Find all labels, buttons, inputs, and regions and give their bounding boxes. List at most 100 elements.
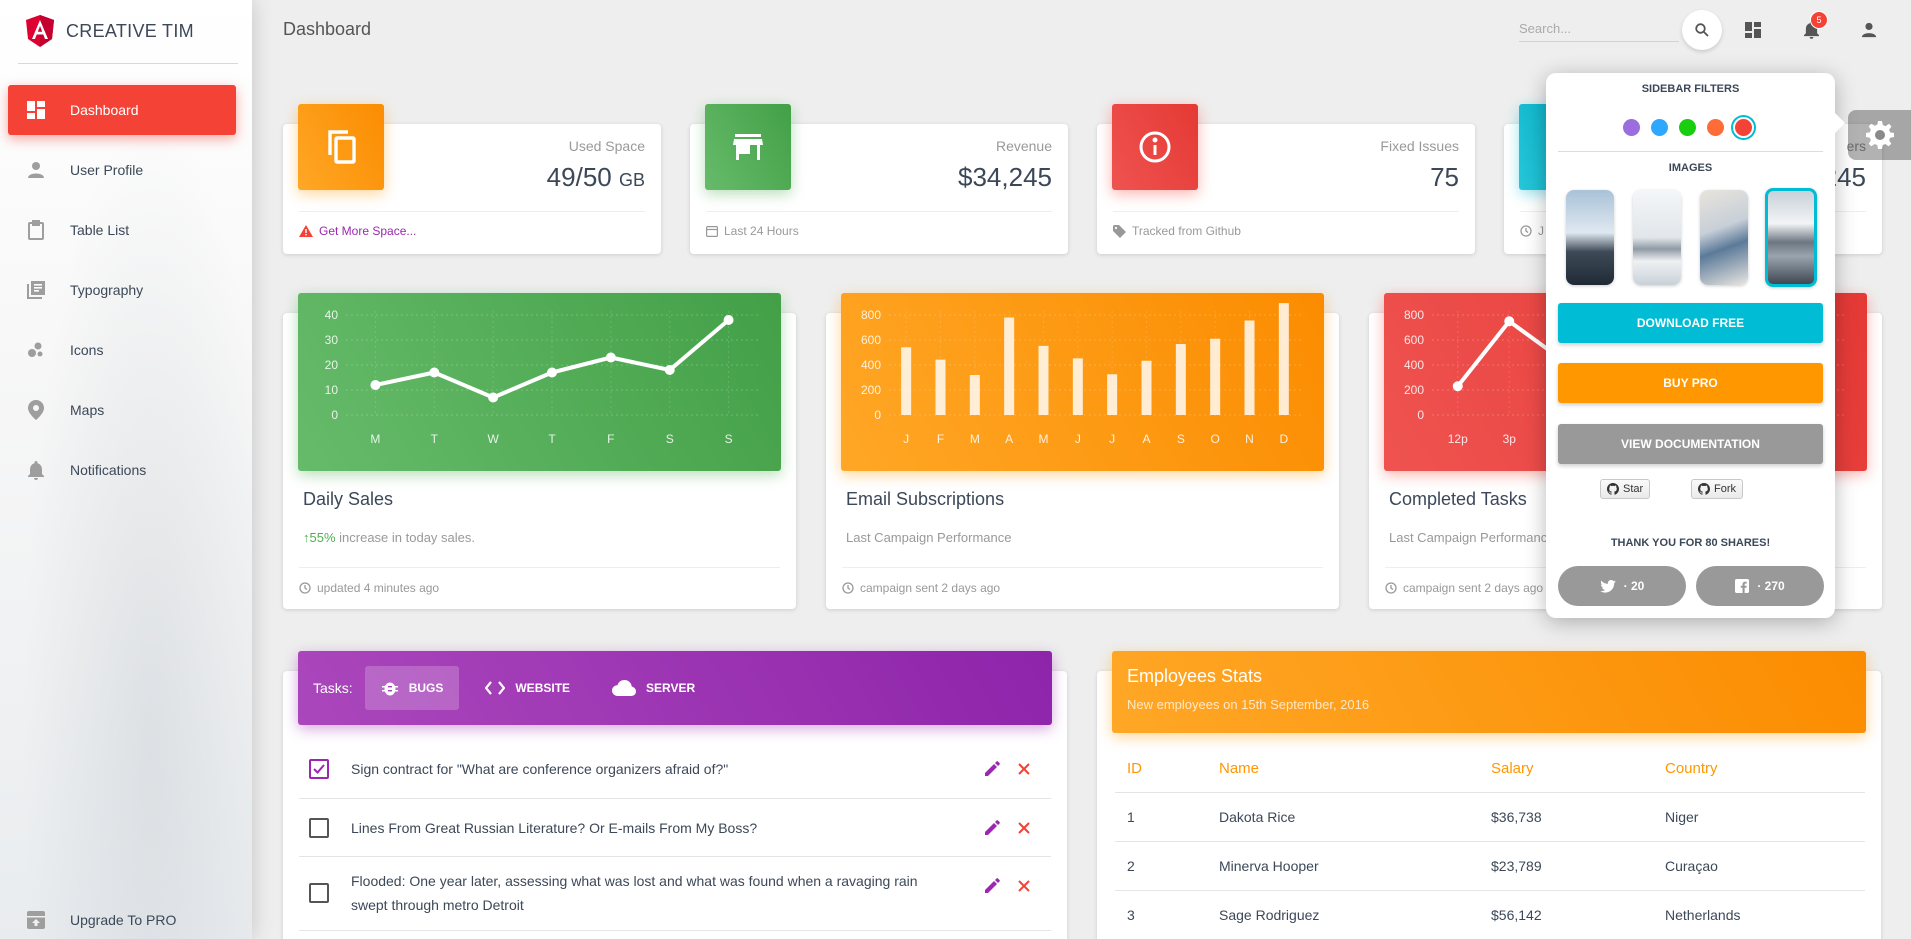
download-free-button[interactable]: DOWNLOAD FREE: [1558, 303, 1823, 343]
person-icon: [1861, 22, 1877, 38]
bar: [1072, 358, 1083, 415]
brand-name: CREATIVE TIM: [66, 20, 194, 41]
calendar-icon: [706, 226, 718, 237]
chart-footer: updated 4 minutes ago: [299, 567, 780, 595]
daily-sales-chart: 0 10 20 30 40 M T W T F S S: [298, 293, 781, 471]
clock-icon: [299, 582, 311, 594]
chart-card-daily-sales: 0 10 20 30 40 M T W T F S S Daily Sales ↑55% increa…: [283, 293, 796, 609]
search-input[interactable]: [1519, 16, 1679, 42]
shares-heading: THANK YOU FOR 80 SHARES!: [1610, 537, 1771, 549]
y-tick-label: 800: [861, 308, 881, 322]
bar: [1004, 317, 1015, 415]
bar: [1107, 374, 1118, 415]
sidebar-image-1[interactable]: [1566, 190, 1614, 285]
filter-color-purple[interactable]: [1623, 119, 1640, 136]
bar: [1038, 345, 1049, 415]
y-tick-label: 0: [874, 408, 881, 422]
tab-bugs[interactable]: BUGS: [364, 666, 460, 710]
sidebar: CREATIVE TIM Dashboard User Profile Tabl…: [0, 0, 252, 939]
search-button[interactable]: [1682, 10, 1722, 50]
x-tick-label: M: [970, 432, 980, 446]
x-tick-label: J: [1109, 432, 1115, 446]
angular-logo-icon: [26, 15, 54, 47]
location-pin-icon: [26, 400, 46, 420]
arrow-upward-icon: ↑: [303, 530, 310, 545]
task-text: Sign contract for "What are conference o…: [351, 761, 729, 777]
table-row: 1 Dakota Rice $36,738 Niger: [1115, 793, 1865, 842]
column-header: ID: [1127, 760, 1142, 777]
column-header: Country: [1665, 760, 1718, 777]
sidebar-item-maps[interactable]: Maps: [8, 385, 236, 435]
filter-color-orange[interactable]: [1707, 119, 1724, 136]
edit-icon[interactable]: [983, 760, 1001, 778]
edit-icon[interactable]: [983, 877, 1001, 895]
sidebar-image-2[interactable]: [1633, 190, 1681, 285]
sidebar-item-user-profile[interactable]: User Profile: [8, 145, 236, 195]
buy-pro-button[interactable]: BUY PRO: [1558, 363, 1823, 403]
sidebar-item-table-list[interactable]: Table List: [8, 205, 236, 255]
filter-color-green[interactable]: [1679, 119, 1696, 136]
y-tick-label: 600: [861, 333, 881, 347]
x-tick-label: S: [725, 432, 733, 446]
sidebar-item-label: Maps: [70, 402, 105, 418]
sidebar-item-label: Notifications: [70, 462, 147, 478]
tab-website[interactable]: WEBSITE: [469, 666, 586, 710]
info-outline-icon: [1112, 104, 1198, 190]
x-tick-label: T: [431, 432, 439, 446]
edit-icon[interactable]: [983, 819, 1001, 837]
close-icon[interactable]: [1015, 819, 1033, 837]
x-tick-label: D: [1279, 432, 1288, 446]
sidebar-item-upgrade[interactable]: Upgrade To PRO: [8, 895, 236, 939]
employees-subtitle: New employees on 15th September, 2016: [1127, 697, 1370, 712]
task-checkbox[interactable]: [309, 759, 329, 779]
get-more-space-link[interactable]: Get More Space...: [319, 224, 417, 238]
task-checkbox[interactable]: [309, 818, 329, 838]
clipboard-icon: [26, 220, 46, 240]
bar: [1278, 303, 1289, 415]
fixed-plugin-dropdown: SIDEBAR FILTERS IMAGES DOWNLOAD FREE BUY…: [1546, 73, 1845, 618]
stat-label: ers: [1846, 138, 1866, 154]
github-star-button[interactable]: Star: [1600, 479, 1651, 499]
sidebar-image-4[interactable]: [1765, 188, 1817, 287]
close-icon[interactable]: [1015, 877, 1033, 895]
update-icon: [1520, 225, 1532, 237]
view-documentation-button[interactable]: VIEW DOCUMENTATION: [1558, 424, 1823, 464]
y-tick-label: 20: [325, 358, 339, 372]
brand-logo[interactable]: CREATIVE TIM: [26, 14, 194, 48]
y-tick-label: 200: [1404, 383, 1424, 397]
x-tick-label: N: [1245, 432, 1254, 446]
sidebar-item-icons[interactable]: Icons: [8, 325, 236, 375]
sidebar-item-typography[interactable]: Typography: [8, 265, 236, 315]
dashboard-view-button[interactable]: [1740, 17, 1766, 43]
y-tick-label: 400: [1404, 358, 1424, 372]
sidebar-item-label: User Profile: [70, 162, 144, 178]
chart-subtitle: ↑55% increase in today sales.: [303, 530, 475, 545]
sidebar-image-3[interactable]: [1700, 190, 1748, 285]
x-tick-label: A: [1005, 432, 1013, 446]
facebook-share-button[interactable]: · 270: [1696, 566, 1824, 606]
close-icon[interactable]: [1015, 760, 1033, 778]
bar: [969, 375, 980, 415]
content-copy-icon: [298, 104, 384, 190]
filter-color-azure[interactable]: [1651, 119, 1668, 136]
sidebar-item-notifications[interactable]: Notifications: [8, 445, 236, 495]
store-icon: [705, 104, 791, 190]
tab-server[interactable]: SERVER: [596, 666, 711, 710]
column-header: Salary: [1491, 760, 1534, 777]
sidebar-item-dashboard[interactable]: Dashboard: [8, 85, 236, 135]
task-checkbox[interactable]: [309, 883, 329, 903]
twitter-share-button[interactable]: · 20: [1558, 566, 1686, 606]
settings-toggle[interactable]: [1848, 110, 1911, 160]
github-fork-button[interactable]: Fork: [1691, 479, 1743, 499]
chart-card-email-subscriptions: 0 200 400 600 800 J F M A M J J A S O N D Email Subscrip…: [826, 293, 1339, 609]
check-icon: [313, 764, 325, 774]
stat-footer: Tracked from Github: [1113, 211, 1459, 238]
data-point: [664, 365, 675, 375]
bar: [1210, 338, 1221, 415]
account-button[interactable]: [1856, 17, 1882, 43]
y-tick-label: 200: [861, 383, 881, 397]
y-tick-label: 400: [861, 358, 881, 372]
data-point: [488, 392, 499, 403]
stat-footer: Last 24 Hours: [706, 211, 1052, 238]
filter-color-red[interactable]: [1735, 119, 1752, 136]
